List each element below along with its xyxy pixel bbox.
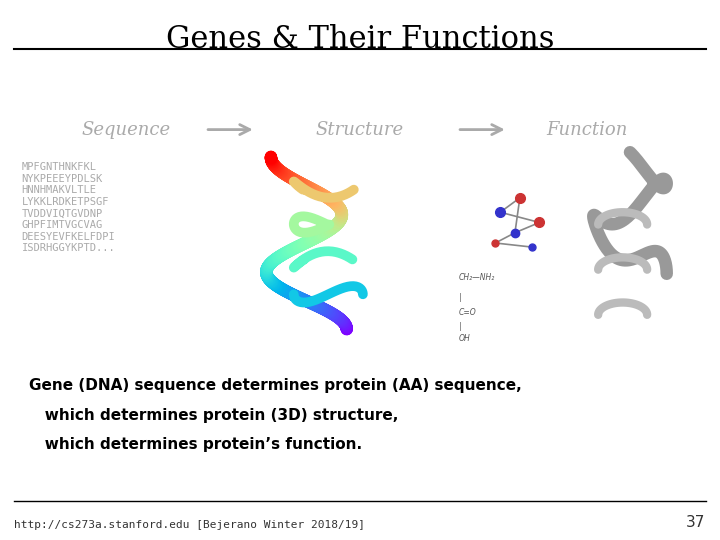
Text: C=O: C=O <box>459 308 477 317</box>
Text: MPFGNTHNKFKL
NYKPEEEYPDLSK
HNNHMAKVLTLE
LYKKLRDKETPSGF
TVDDVIQTGVDNP
GHPFIMTVGCV: MPFGNTHNKFKL NYKPEEEYPDLSK HNNHMAKVLTLE … <box>22 162 115 253</box>
Text: which determines protein’s function.: which determines protein’s function. <box>29 437 362 453</box>
Text: http://cs273a.stanford.edu [Bejerano Winter 2018/19]: http://cs273a.stanford.edu [Bejerano Win… <box>14 520 365 530</box>
Text: Function: Function <box>546 120 628 139</box>
Text: Sequence: Sequence <box>81 120 171 139</box>
Text: CH₂—NH₂: CH₂—NH₂ <box>459 273 495 282</box>
Text: Structure: Structure <box>316 120 404 139</box>
Text: which determines protein (3D) structure,: which determines protein (3D) structure, <box>29 408 398 423</box>
Text: |: | <box>459 322 462 331</box>
Text: Gene (DNA) sequence determines protein (AA) sequence,: Gene (DNA) sequence determines protein (… <box>29 378 521 393</box>
Text: 37: 37 <box>686 515 706 530</box>
Text: |: | <box>459 293 462 302</box>
Text: Genes & Their Functions: Genes & Their Functions <box>166 24 554 55</box>
Text: OH: OH <box>459 334 470 343</box>
